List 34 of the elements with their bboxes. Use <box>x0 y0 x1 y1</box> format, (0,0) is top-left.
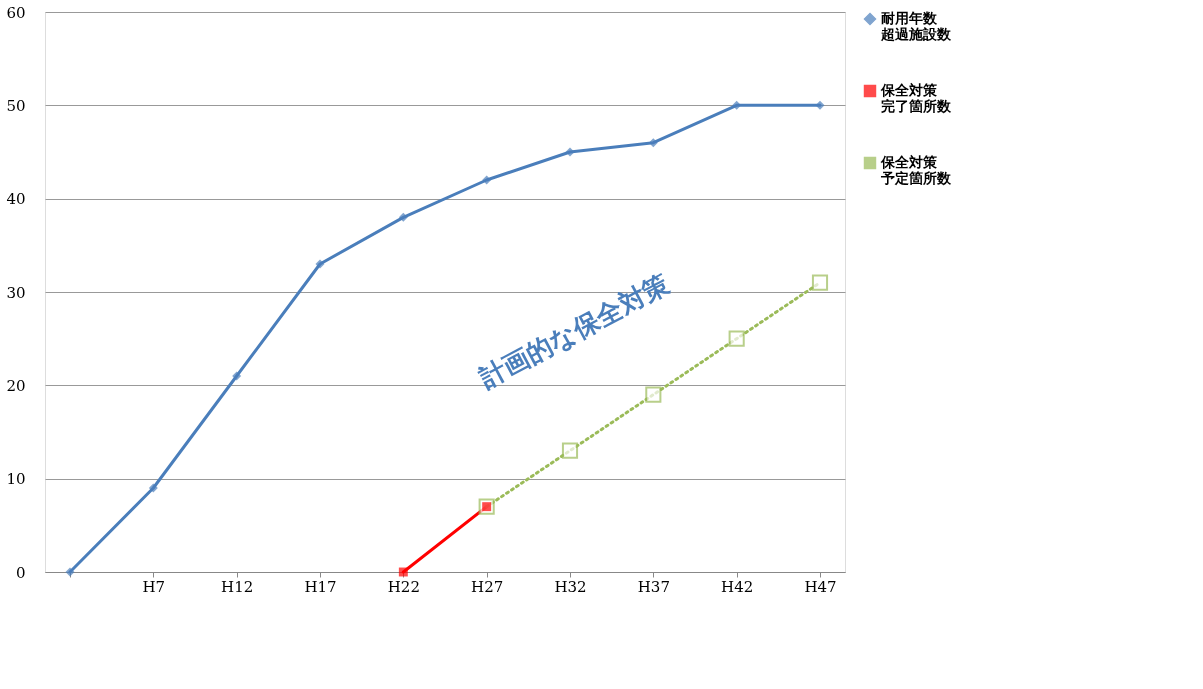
x-tick-label: H37 <box>637 577 670 596</box>
x-tick-label: H47 <box>804 577 837 596</box>
point <box>482 175 492 185</box>
x-tick-label: H32 <box>554 577 587 596</box>
point <box>315 259 325 269</box>
point <box>65 567 75 577</box>
point <box>398 212 408 222</box>
point <box>148 483 158 493</box>
annotation: 計画的な保全対策 <box>474 268 674 394</box>
x-tick-label: H27 <box>471 577 504 596</box>
point <box>565 147 575 157</box>
point <box>232 371 242 381</box>
point <box>728 330 745 347</box>
x-tick-label: H7 <box>142 577 166 596</box>
point <box>811 274 829 291</box>
y-tick-label: 0 <box>15 563 26 582</box>
x-tick-label: H17 <box>304 577 337 596</box>
y-tick-label: 40 <box>6 190 26 209</box>
legend-label: 耐用年数超過施設数 <box>880 10 952 42</box>
legend-label: 保全対策予定箇所数 <box>880 154 952 186</box>
point <box>648 138 658 148</box>
y-tick-label: 60 <box>6 3 26 22</box>
y-tick-label: 10 <box>6 470 26 489</box>
y-tick-label: 30 <box>6 283 26 302</box>
point <box>398 567 408 577</box>
x-tick-label: H12 <box>221 577 254 596</box>
x-tick-label: H42 <box>721 577 754 596</box>
point <box>815 100 825 110</box>
point <box>561 442 579 459</box>
point <box>645 386 662 403</box>
y-tick-label: 50 <box>6 96 26 115</box>
y-tick-label: 20 <box>6 376 26 395</box>
x-tick-label: H22 <box>387 577 420 596</box>
legend-label: 保全対策完了箇所数 <box>880 82 952 114</box>
